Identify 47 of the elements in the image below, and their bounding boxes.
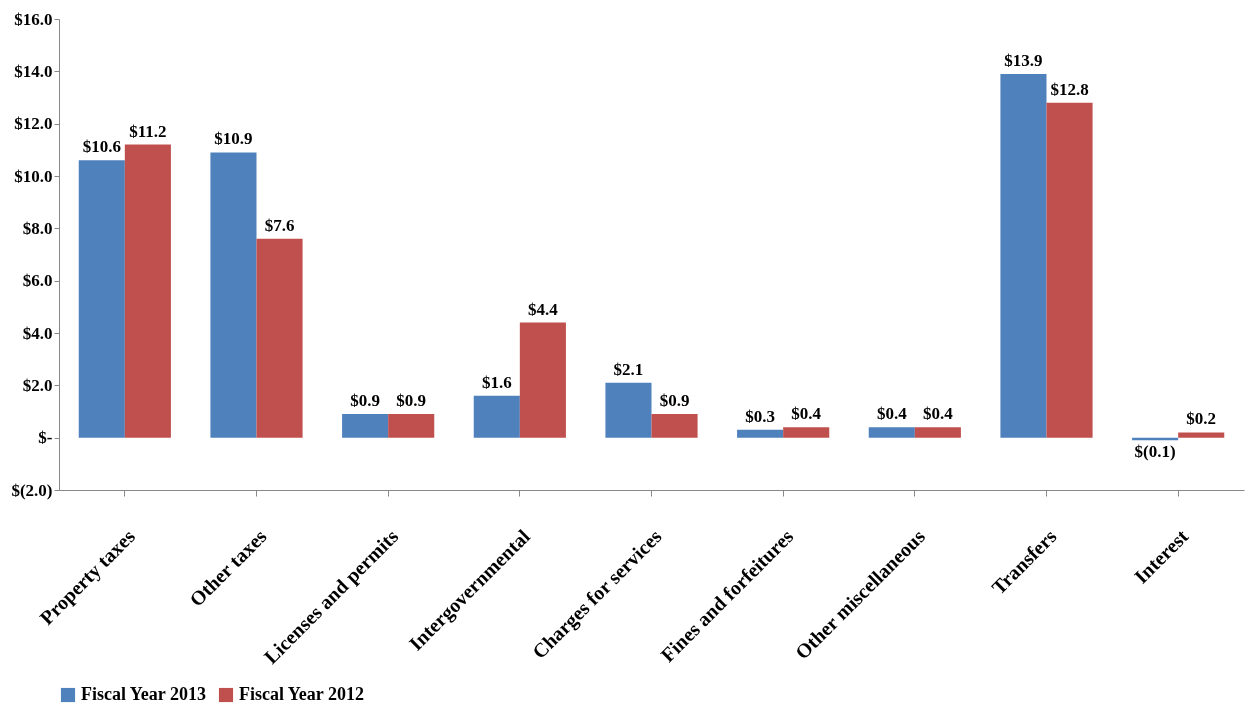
bar: [124, 144, 171, 438]
data-label: $0.9: [659, 391, 690, 411]
bar: [914, 427, 961, 438]
bar: [783, 427, 830, 438]
bar: [519, 322, 566, 438]
data-label: $11.2: [129, 121, 167, 141]
data-label: $13.9: [1004, 50, 1043, 70]
data-label: $(0.1): [1134, 442, 1176, 462]
bar: [651, 414, 698, 438]
bar: [1000, 73, 1047, 438]
bar: [388, 414, 435, 438]
bar: [868, 427, 915, 438]
data-label: $0.2: [1186, 409, 1217, 429]
bar: [210, 152, 257, 438]
y-tick-label: $-: [38, 428, 53, 448]
data-label: $0.9: [350, 391, 380, 411]
data-label: $10.9: [214, 129, 253, 149]
bar: [605, 382, 652, 438]
data-label: $12.8: [1050, 79, 1089, 99]
bar: [1046, 102, 1093, 438]
y-tick-label: $2.0: [22, 375, 53, 395]
data-label: $0.4: [791, 404, 822, 424]
y-tick-label: $(2.0): [11, 480, 53, 500]
y-tick-label: $4.0: [22, 323, 53, 343]
y-tick-label: $16.0: [14, 9, 53, 29]
y-tick-label: $10.0: [14, 166, 53, 186]
bar: [256, 238, 303, 438]
y-tick-label: $6.0: [22, 271, 53, 291]
bar: [737, 429, 784, 438]
data-label: $4.4: [528, 299, 559, 319]
data-label: $10.6: [82, 137, 121, 157]
legend-label: Fiscal Year 2012: [239, 684, 364, 704]
data-label: $7.6: [264, 215, 295, 235]
data-label: $0.4: [923, 404, 954, 424]
y-tick-label: $14.0: [14, 61, 53, 81]
legend-label: Fiscal Year 2013: [81, 684, 206, 704]
bar: [473, 395, 520, 438]
data-label: $2.1: [613, 359, 644, 379]
data-label: $1.6: [481, 372, 512, 392]
bar: [1178, 432, 1225, 438]
bar: [342, 414, 389, 438]
data-label: $0.3: [745, 406, 775, 426]
bar: [78, 160, 125, 438]
data-label: $0.4: [876, 404, 908, 424]
y-tick-label: $12.0: [14, 114, 53, 134]
y-tick-label: $8.0: [22, 218, 53, 238]
data-label: $0.9: [396, 391, 427, 411]
